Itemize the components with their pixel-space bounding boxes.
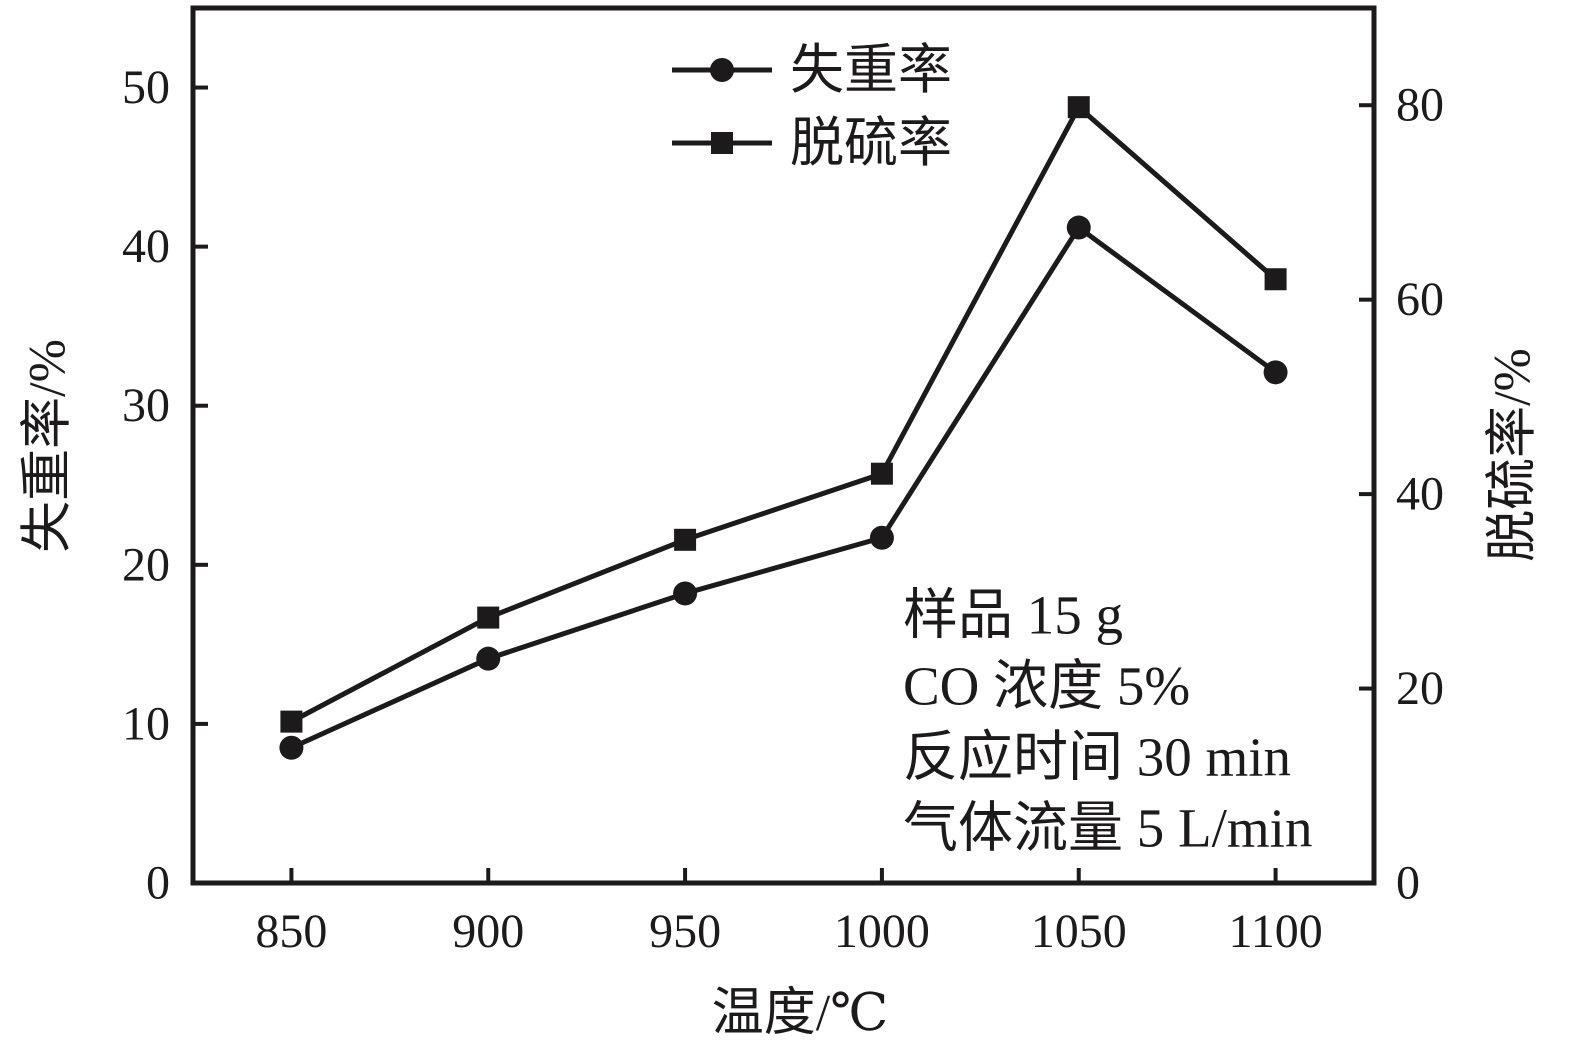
legend-marker-circle — [710, 58, 734, 82]
x-axis-title: 温度/℃ — [712, 985, 889, 1042]
legend-marker-square — [711, 132, 733, 154]
right-axis-tick-label: 40 — [1396, 468, 1444, 521]
series-line-脱硫率 — [290, 104, 1278, 724]
data-point-circle — [869, 525, 894, 550]
annotation-line: 样品 15 g — [903, 585, 1123, 646]
data-point-circle — [673, 581, 698, 606]
data-point-square — [1264, 268, 1287, 291]
legend-label: 脱硫率 — [790, 113, 952, 173]
left-axis-tick-label: 30 — [122, 379, 170, 432]
left-axis-tick-label: 0 — [146, 857, 170, 910]
data-point-circle — [1263, 360, 1288, 385]
right-axis-tick-label: 20 — [1396, 662, 1444, 715]
x-axis-tick-label: 850 — [255, 905, 327, 958]
data-point-square — [1067, 96, 1090, 119]
left-axis-tick-label: 20 — [122, 538, 170, 591]
right-axis-tick-label: 80 — [1396, 79, 1444, 132]
x-axis-tick-label: 950 — [649, 905, 721, 958]
left-axis-title: 失重率/% — [20, 339, 77, 553]
right-axis-tick-label: 60 — [1396, 273, 1444, 326]
data-point-square — [280, 710, 303, 733]
x-axis-tick-label: 1050 — [1031, 905, 1127, 958]
x-axis-tick-label: 1100 — [1228, 905, 1322, 958]
data-point-circle — [476, 646, 501, 671]
annotation-line: 反应时间 30 min — [903, 727, 1291, 788]
right-axis-title: 脱硫率/% — [1485, 348, 1542, 562]
left-axis-tick-label: 50 — [122, 61, 170, 114]
x-axis-tick-label: 1000 — [834, 905, 930, 958]
data-point-square — [870, 462, 893, 485]
data-point-square — [674, 528, 697, 551]
annotation-line: 气体流量 5 L/min — [903, 798, 1312, 859]
left-axis-tick-label: 40 — [122, 220, 170, 273]
data-point-circle — [1066, 215, 1091, 240]
series-line-失重率 — [290, 225, 1278, 751]
x-axis-tick-label: 900 — [452, 905, 524, 958]
data-point-square — [477, 606, 500, 629]
right-axis-tick-label: 0 — [1396, 857, 1420, 910]
plot-frame — [190, 5, 1377, 886]
annotation-line: CO 浓度 5% — [903, 656, 1190, 717]
legend-label: 失重率 — [790, 40, 952, 100]
data-point-circle — [279, 735, 304, 760]
left-axis-tick-label: 10 — [122, 697, 170, 750]
